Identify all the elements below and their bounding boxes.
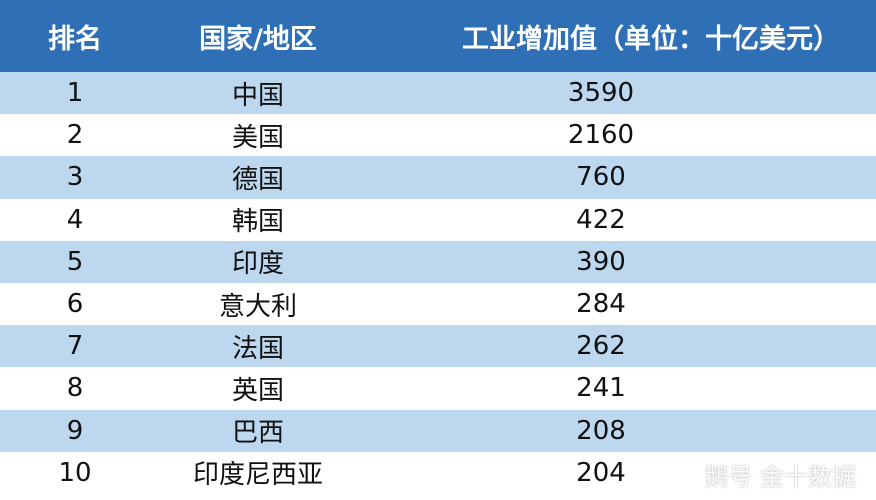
country-cell: 德国 (231, 164, 284, 195)
table-row: 7 法国 262 (0, 325, 876, 368)
table-header: 排名 国家/地区 工业增加值（单位：十亿美元） (0, 0, 876, 72)
rank-cell: 10 (58, 457, 92, 488)
rank-cell: 7 (66, 331, 84, 362)
country-cell: 中国 (231, 80, 284, 111)
rank-cell: 6 (66, 289, 84, 320)
value-cell: 208 (576, 415, 626, 446)
value-cell: 241 (576, 373, 626, 404)
country-cell: 巴西 (231, 418, 284, 449)
country-cell: 印度尼西亚 (192, 460, 323, 491)
magnifier-logo-icon (670, 461, 697, 488)
table-row: 10 印度尼西亚 204 (0, 451, 876, 494)
header-value: 工业增加值（单位：十亿美元） (462, 23, 840, 55)
header-rank: 排名 (48, 23, 102, 55)
country-cell: 印度 (231, 249, 284, 280)
value-cell: 422 (576, 204, 626, 235)
rank-cell: 5 (66, 246, 84, 277)
watermark-text: 鹅号 金十数据 (704, 463, 856, 491)
value-cell: 2160 (567, 120, 635, 151)
table-body: 1 中国 3590 2 美国 2160 3 德国 760 4 韩国 422 5 印度 390 6 意大利 284 7… (0, 72, 876, 494)
value-cell: 284 (576, 289, 626, 320)
country-cell: 法国 (231, 333, 284, 364)
table-row: 1 中国 3590 (0, 72, 876, 115)
rank-cell: 1 (66, 78, 84, 109)
table-row: 3 德国 760 (0, 156, 876, 199)
table-row: 5 印度 390 (0, 240, 876, 283)
rank-cell: 9 (66, 415, 84, 446)
rank-cell: 8 (66, 373, 84, 404)
value-cell: 760 (576, 162, 626, 193)
rank-cell: 3 (66, 162, 84, 193)
table-row: 6 意大利 284 (0, 282, 876, 326)
table-row: 9 巴西 208 (0, 409, 876, 452)
table-row: 2 美国 2160 (0, 114, 876, 157)
header-country: 国家/地区 (199, 23, 317, 55)
value-cell: 3590 (567, 78, 635, 109)
value-cell: 262 (576, 331, 626, 362)
rank-cell: 2 (66, 120, 84, 151)
value-cell: 204 (576, 457, 626, 488)
table-row: 4 韩国 422 (0, 198, 876, 241)
country-cell: 英国 (231, 375, 284, 406)
country-cell: 美国 (231, 122, 284, 153)
table-row: 8 英国 241 (0, 367, 876, 410)
value-cell: 390 (576, 246, 626, 277)
rank-cell: 4 (66, 204, 84, 235)
country-cell: 意大利 (218, 291, 297, 322)
watermark: 鹅号 金十数据 (670, 457, 856, 492)
country-cell: 韩国 (231, 207, 284, 238)
